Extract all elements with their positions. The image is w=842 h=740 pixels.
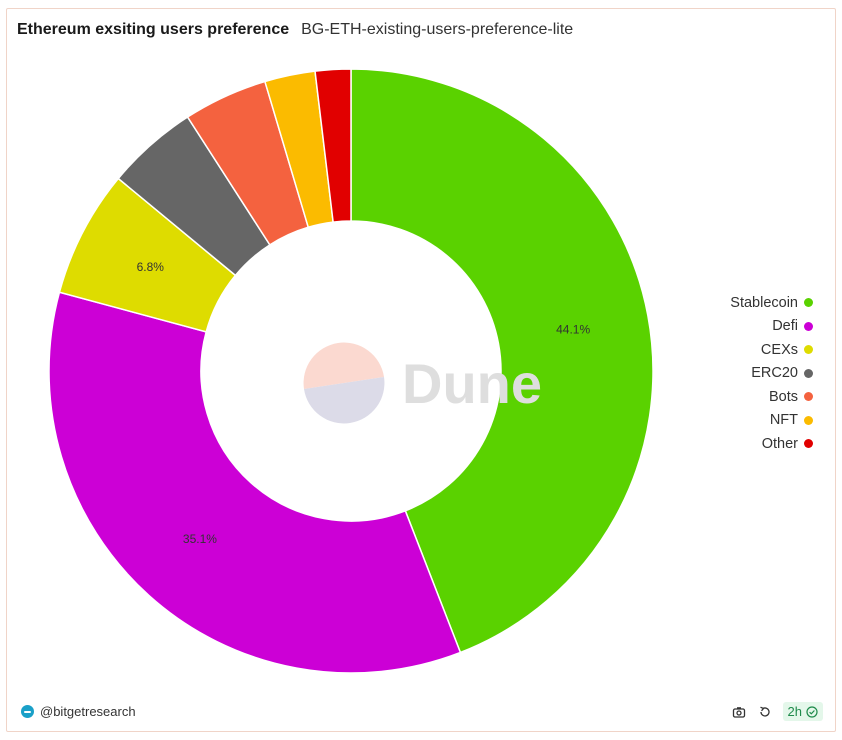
- legend-item-stablecoin[interactable]: Stablecoin: [730, 291, 813, 315]
- legend-label: Other: [761, 435, 798, 452]
- author-name: @bitgetresearch: [40, 704, 136, 719]
- slice-stablecoin[interactable]: [350, 68, 654, 654]
- refresh-age: 2h: [787, 704, 802, 719]
- dune-logo-bottom: [304, 377, 385, 424]
- slice-label-defi: 35.1%: [183, 532, 217, 546]
- legend-label: Stablecoin: [730, 294, 798, 311]
- legend-label: Defi: [772, 318, 798, 335]
- legend-item-defi[interactable]: Defi: [730, 315, 813, 339]
- legend-item-other[interactable]: Other: [730, 432, 813, 456]
- chart-subtitle: BG-ETH-existing-users-preference-lite: [301, 21, 574, 38]
- legend-item-nft[interactable]: NFT: [730, 409, 813, 433]
- slice-label-stablecoin: 44.1%: [556, 322, 590, 336]
- slice-other[interactable]: [314, 68, 352, 223]
- labels-group: 44.1% 35.1% 6.8%: [137, 260, 591, 546]
- legend-label: ERC20: [751, 365, 798, 382]
- slices-group: [48, 68, 654, 674]
- camera-icon[interactable]: [731, 704, 747, 720]
- author-avatar-icon: [21, 705, 34, 718]
- legend-swatch: [804, 345, 813, 355]
- chart-card: Ethereum exsiting users preference BG-ET…: [6, 8, 836, 732]
- dune-watermark: Dune: [303, 342, 542, 424]
- legend-label: NFT: [769, 412, 798, 429]
- refresh-icon[interactable]: [757, 704, 773, 720]
- check-circle-icon: [806, 705, 818, 718]
- legend-label: CEXs: [760, 341, 798, 358]
- chart-header: Ethereum exsiting users preference BG-ET…: [17, 21, 573, 39]
- legend-swatch: [804, 321, 813, 331]
- dune-watermark-text: Dune: [402, 352, 542, 415]
- author-credit[interactable]: @bitgetresearch: [21, 704, 136, 719]
- legend-swatch: [804, 298, 813, 308]
- legend-swatch: [804, 368, 813, 378]
- slice-defi[interactable]: [48, 291, 462, 674]
- donut-chart: Dune 44.1% 35.1% 6.8%: [48, 68, 654, 674]
- legend-swatch: [804, 415, 813, 425]
- slice-label-cexs: 6.8%: [137, 260, 165, 274]
- legend-item-cexs[interactable]: CEXs: [730, 338, 813, 362]
- chart-actions: 2h: [731, 702, 823, 721]
- freshness-badge[interactable]: 2h: [782, 702, 823, 721]
- legend-item-erc20[interactable]: ERC20: [730, 362, 813, 386]
- chart-title: Ethereum exsiting users preference: [17, 21, 290, 38]
- chart-legend: Stablecoin Defi CEXs ERC20 Bots NFT Other: [730, 291, 813, 456]
- legend-swatch: [804, 439, 813, 449]
- dune-logo-top: [303, 342, 384, 389]
- legend-item-bots[interactable]: Bots: [730, 385, 813, 409]
- legend-label: Bots: [768, 388, 798, 405]
- legend-swatch: [804, 392, 813, 402]
